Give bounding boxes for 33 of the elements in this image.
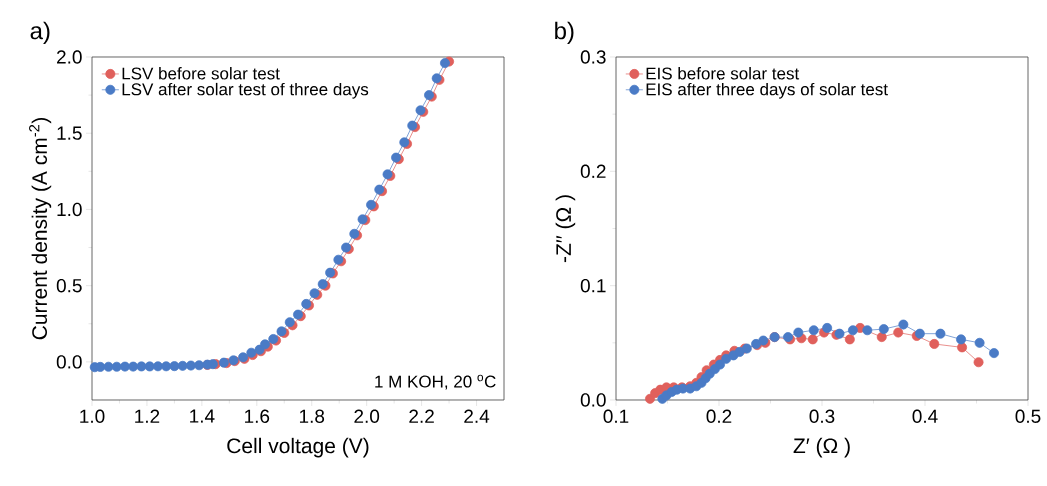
x-tick-label: 0.4 (912, 409, 938, 423)
x-tick-label: 0.2 (706, 409, 732, 423)
x-tick-label: 1.0 (80, 409, 105, 423)
x-tick-label: 1.8 (299, 409, 325, 423)
y-tick-label: 0.1 (580, 278, 606, 293)
y-tick-label: 2.0 (57, 50, 82, 64)
y-tick-label: 0.0 (580, 393, 606, 407)
x-tick-label: 1.4 (190, 409, 215, 423)
x-tick-label: 2.0 (354, 409, 380, 423)
x-axis-title: Z′ (Ω ) (793, 437, 850, 458)
y-tick-label: 0.2 (580, 164, 606, 179)
y-axis-title: Current density (A cm$^{-2}$) (29, 117, 52, 340)
y-tick-label: 1.0 (57, 202, 82, 217)
x-tick-label: 0.1 (603, 409, 629, 423)
legend-label: LSV before solar test (122, 67, 280, 80)
chart-title: a) (30, 21, 50, 45)
y-tick-label: 0.3 (580, 50, 606, 64)
x-tick-label: 2.2 (409, 409, 434, 423)
x-tick-label: 1.2 (135, 409, 160, 423)
chart-title: b) (555, 21, 574, 45)
y-tick-label: 1.5 (57, 126, 82, 140)
y-tick-label: 0.0 (56, 355, 82, 369)
legend-label: LSV after solar test of three days (122, 82, 369, 99)
x-tick-label: 0.5 (1015, 409, 1041, 423)
x-tick-label: 1.6 (245, 409, 270, 423)
y-tick-label: 0.5 (56, 278, 82, 293)
x-tick-label: 2.4 (464, 409, 490, 423)
x-tick-label: 0.3 (809, 409, 835, 423)
y-axis-title: -Z′′ (Ω ) (555, 195, 576, 263)
x-axis-title: Cell voltage (V) (227, 437, 369, 458)
legend-label: EIS after three days of solar test (646, 82, 888, 99)
annotation: 1 M KOH, 20 $^{o}$C (375, 374, 496, 390)
legend-label: EIS before solar test (646, 67, 800, 80)
